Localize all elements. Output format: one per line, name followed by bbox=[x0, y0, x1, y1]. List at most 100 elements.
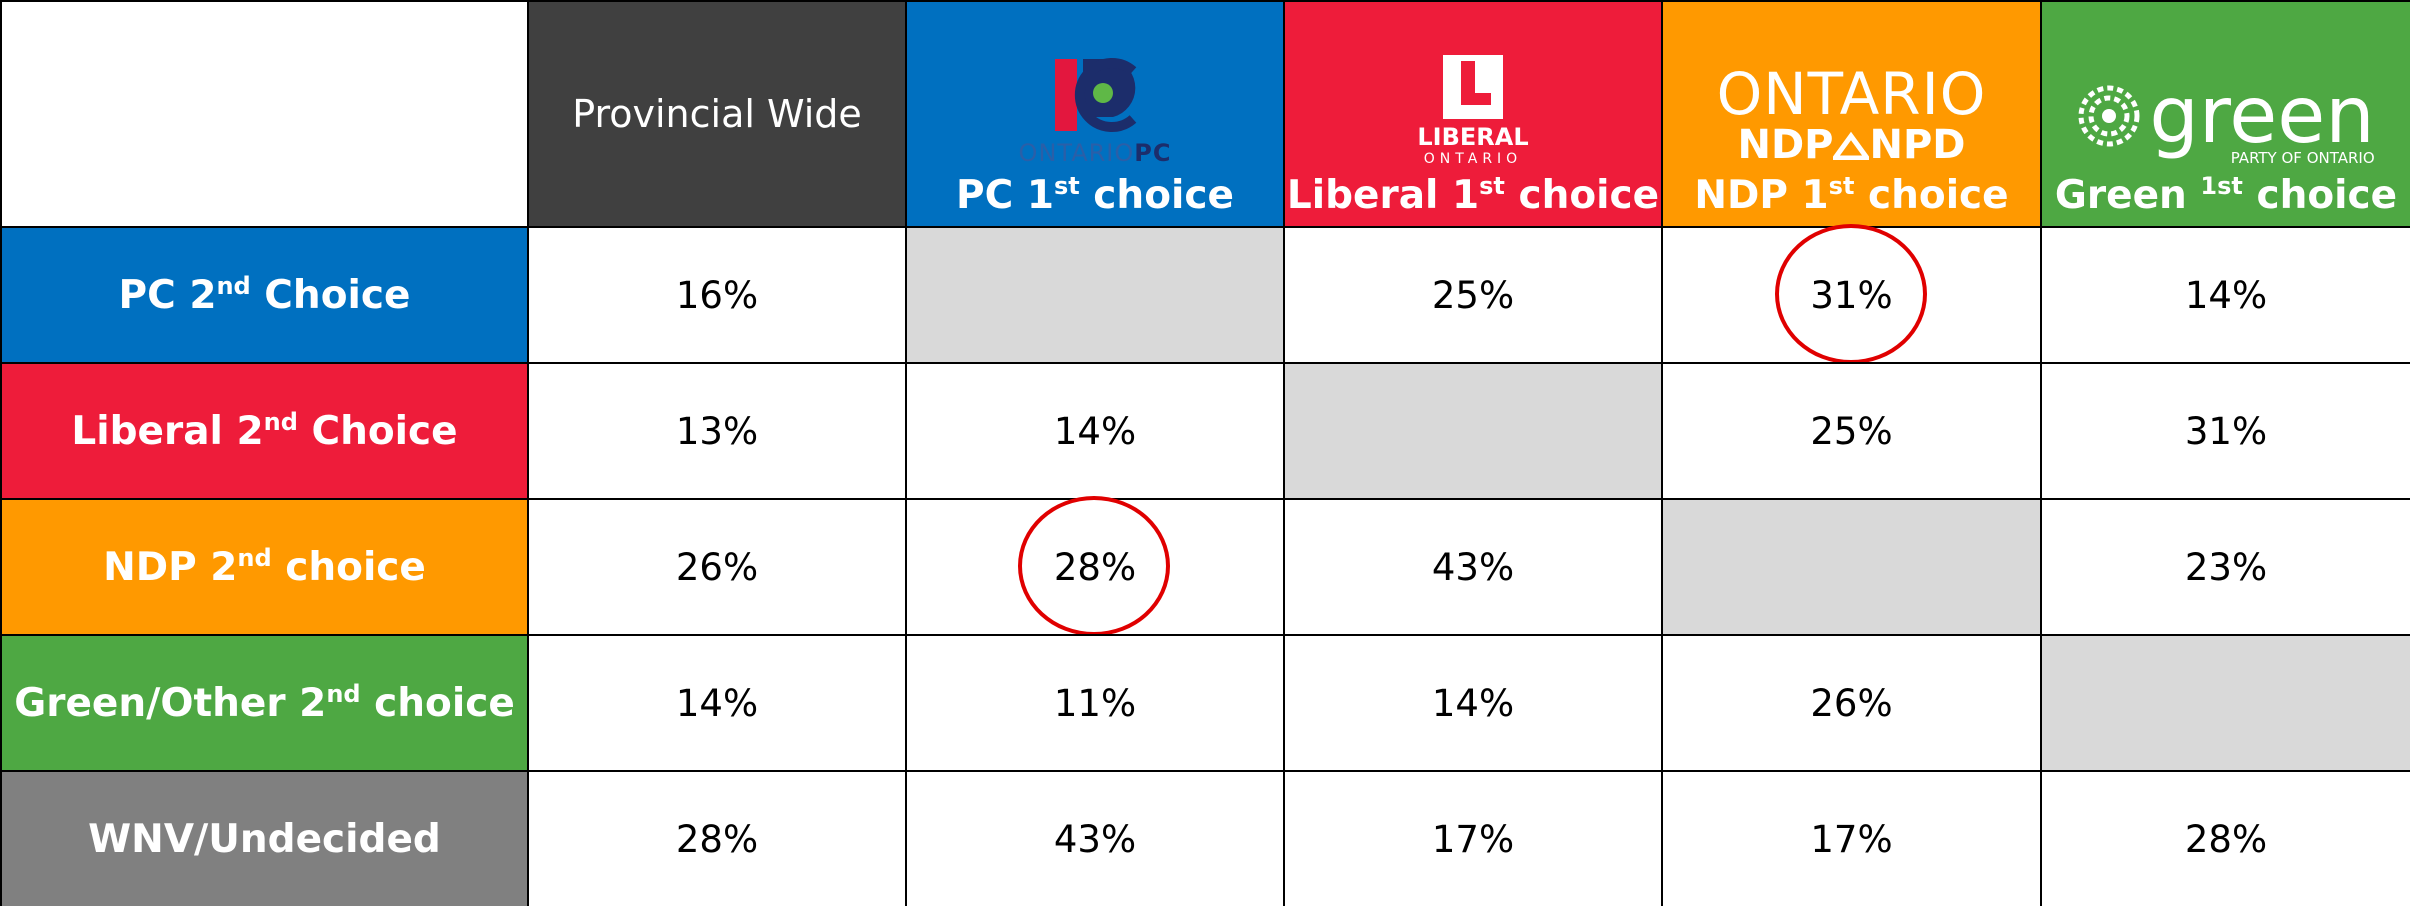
value-cell: 28% bbox=[527, 770, 907, 906]
label-text: Choice bbox=[250, 272, 411, 318]
label-text: choice bbox=[2242, 173, 2398, 218]
label: PC 2nd Choice bbox=[119, 273, 411, 318]
value-cell: 43% bbox=[1283, 498, 1663, 636]
label-text: PC 1 bbox=[956, 173, 1054, 218]
value-cell: 26% bbox=[527, 498, 907, 636]
ndp-logo-icon bbox=[1833, 131, 1870, 160]
cell-value: 17% bbox=[1431, 817, 1515, 861]
label-text: Green/Other 2 bbox=[14, 680, 327, 726]
cell-value: 14% bbox=[2184, 273, 2268, 317]
label-text: choice bbox=[1079, 173, 1234, 218]
empty-cell bbox=[2040, 634, 2410, 772]
value-cell: 43% bbox=[905, 770, 1285, 906]
header-cell: LIBERAL ONTARIO Liberal 1st choice bbox=[1283, 0, 1663, 228]
label-sup: nd bbox=[326, 679, 361, 708]
row-header-cell: NDP 2nd choice bbox=[0, 498, 529, 636]
cell-value: 25% bbox=[1810, 409, 1893, 453]
label-text: Liberal 1 bbox=[1286, 173, 1480, 218]
label: PC 1st choice bbox=[956, 173, 1234, 218]
cell-value: 17% bbox=[1810, 817, 1893, 861]
logo: green PARTY OF ONTARIO bbox=[2077, 77, 2375, 167]
value-cell: 28% bbox=[905, 498, 1285, 636]
cell-value: 26% bbox=[1810, 681, 1893, 725]
value-cell: 14% bbox=[2040, 226, 2410, 364]
value-cell: 14% bbox=[527, 634, 907, 772]
empty-cell bbox=[1283, 362, 1663, 500]
label: Provincial Wide bbox=[572, 92, 862, 136]
logo-word: PC bbox=[1134, 139, 1172, 167]
label: Liberal 2nd Choice bbox=[71, 409, 457, 454]
row-header-cell: Green/Other 2nd choice bbox=[0, 634, 529, 772]
value-cell: 26% bbox=[1661, 634, 2042, 772]
label-text: choice bbox=[271, 544, 426, 590]
cell-value: 14% bbox=[675, 681, 759, 725]
value-cell: 14% bbox=[905, 362, 1285, 500]
header-cell: Provincial Wide bbox=[527, 0, 907, 228]
green-logo-icon bbox=[2078, 85, 2140, 147]
row-header-cell: PC 2nd Choice bbox=[0, 226, 529, 364]
cell-value: 43% bbox=[1431, 545, 1515, 589]
label-sup: nd bbox=[237, 543, 272, 572]
pc-logo-icon bbox=[1055, 58, 1137, 132]
logo: ONTARIO NDP NPD bbox=[1717, 65, 1987, 167]
cell-value: 28% bbox=[2184, 817, 2268, 861]
value-cell: 11% bbox=[905, 634, 1285, 772]
value-cell: 23% bbox=[2040, 498, 2410, 636]
header-cell: green PARTY OF ONTARIO Green 1st choice bbox=[2040, 0, 2410, 228]
cell-value: 14% bbox=[1431, 681, 1515, 725]
label: NDP 1st choice bbox=[1694, 173, 2008, 218]
logo-row: NDP NPD bbox=[1737, 123, 1965, 167]
logo: LIBERAL ONTARIO bbox=[1417, 55, 1529, 167]
label-sup: 1st bbox=[2200, 172, 2243, 200]
cell-value: 28% bbox=[1053, 545, 1137, 589]
label: WNV/Undecided bbox=[88, 817, 441, 862]
label-text: PC 2 bbox=[118, 272, 217, 318]
value-cell: 17% bbox=[1283, 770, 1663, 906]
label-sup: st bbox=[1053, 172, 1080, 200]
label: Green 1st choice bbox=[2055, 173, 2397, 218]
value-cell: 16% bbox=[527, 226, 907, 364]
label-text: choice bbox=[360, 680, 515, 726]
cell-value: 13% bbox=[675, 409, 759, 453]
value-cell: 17% bbox=[1661, 770, 2042, 906]
cell-value: 11% bbox=[1053, 681, 1137, 725]
liberal-logo-icon bbox=[1442, 55, 1503, 119]
label-sup: st bbox=[1479, 172, 1505, 200]
logo-word: NDP bbox=[1737, 122, 1834, 168]
label-text: Liberal 2 bbox=[71, 408, 264, 454]
cell-value: 14% bbox=[1053, 409, 1137, 453]
label: Green/Other 2nd choice bbox=[14, 681, 515, 726]
cell-value: 23% bbox=[2184, 545, 2268, 589]
cell-value: 26% bbox=[675, 545, 759, 589]
empty-cell bbox=[1661, 498, 2042, 636]
cell-value: 31% bbox=[1810, 273, 1893, 317]
cell-value: 16% bbox=[675, 273, 759, 317]
logo-text: ONTARIO bbox=[1716, 60, 1987, 128]
empty-cell bbox=[905, 226, 1285, 364]
cell-value: 28% bbox=[675, 817, 759, 861]
logo-text: ONTARIOPC bbox=[1019, 139, 1172, 167]
label-text: WNV/Undecided bbox=[88, 816, 441, 862]
logo-subtext: ONTARIO bbox=[1423, 151, 1523, 167]
value-cell: 25% bbox=[1661, 362, 2042, 500]
row-header-cell: WNV/Undecided bbox=[0, 770, 529, 906]
value-cell: 14% bbox=[1283, 634, 1663, 772]
label: NDP 2nd choice bbox=[103, 545, 426, 590]
value-cell: 25% bbox=[1283, 226, 1663, 364]
logo-text: LIBERAL bbox=[1417, 123, 1529, 151]
label-text: Green bbox=[2054, 173, 2201, 218]
cell-value: 31% bbox=[2184, 409, 2268, 453]
label-sup: nd bbox=[263, 407, 298, 436]
logo-word: ONTARIO bbox=[1018, 139, 1135, 167]
logo-word: NPD bbox=[1869, 122, 1966, 168]
value-cell: 31% bbox=[1661, 226, 2042, 364]
cell-value: 25% bbox=[1431, 273, 1515, 317]
label: Liberal 1st choice bbox=[1287, 173, 1659, 218]
label-sup: st bbox=[1828, 172, 1855, 200]
value-cell: 31% bbox=[2040, 362, 2410, 500]
header-cell: ONTARIO NDP NPD NDP 1st choice bbox=[1661, 0, 2042, 228]
value-cell: 13% bbox=[527, 362, 907, 500]
label-text: NDP 1 bbox=[1694, 173, 1829, 218]
corner-cell bbox=[0, 0, 529, 228]
